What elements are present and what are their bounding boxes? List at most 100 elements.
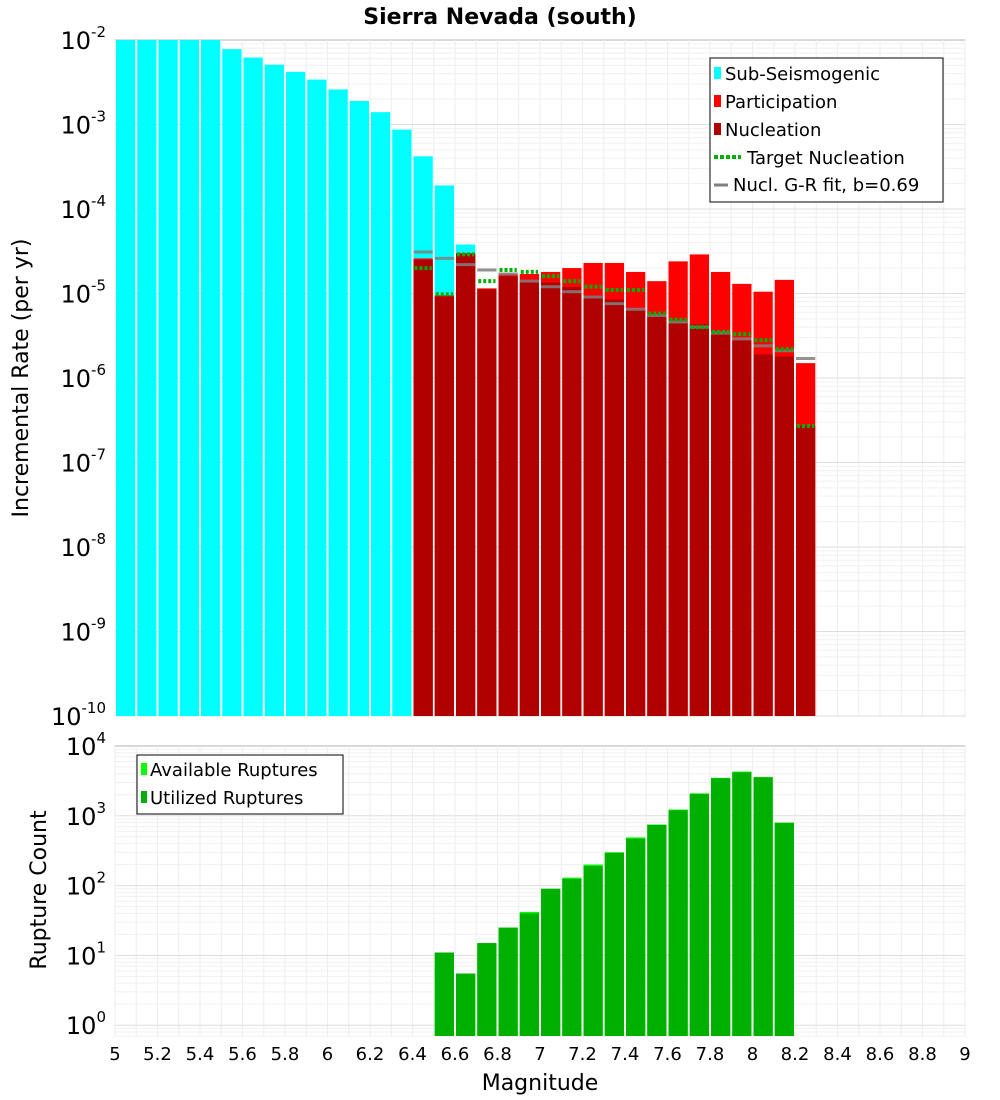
nucleation-bar	[519, 281, 539, 716]
nucleation-bar	[774, 356, 794, 716]
sub-seismogenic-bar	[264, 64, 284, 716]
count-y-ticks: 104 103 102 101 100	[66, 729, 106, 1040]
x-tick-label: 7.2	[568, 1044, 597, 1065]
x-tick-label: 8.6	[866, 1044, 895, 1065]
nucleation-bar	[456, 254, 476, 716]
y-tick-label: 10-4	[60, 192, 106, 224]
x-tick-label: 5.4	[186, 1044, 215, 1065]
utilized-ruptures-bar	[562, 878, 582, 1036]
y-tick-label: 10-6	[60, 361, 106, 393]
legend-label-nucleation: Nucleation	[725, 120, 821, 141]
nucleation-bar	[413, 259, 433, 716]
legend-label-available: Available Ruptures	[150, 760, 318, 781]
nucleation-bar	[626, 309, 646, 716]
nucleation-bar	[583, 295, 603, 716]
utilized-ruptures-bar	[689, 794, 709, 1036]
legend-label-utilized: Utilized Ruptures	[150, 788, 303, 809]
x-tick-label: 8	[747, 1044, 758, 1065]
chart-title: Sierra Nevada (south)	[363, 5, 636, 30]
utilized-ruptures-bar	[434, 952, 454, 1036]
x-tick-label: 9	[959, 1044, 970, 1065]
x-tick-label: 7.6	[653, 1044, 682, 1065]
utilized-ruptures-bar	[647, 824, 667, 1036]
count-y-axis-label: Rupture Count	[27, 810, 52, 970]
sub-seismogenic-bar	[116, 40, 136, 716]
y-tick-label: 100	[66, 1008, 106, 1040]
y-tick-label: 104	[66, 729, 106, 761]
x-tick-label: 8.2	[781, 1044, 810, 1065]
legend-label-gr-fit: Nucl. G-R fit, b=0.69	[733, 175, 919, 196]
utilized-ruptures-bar	[519, 913, 539, 1036]
sub-seismogenic-bar	[158, 40, 178, 716]
legend-swatch-available	[141, 763, 147, 775]
utilized-ruptures-bar	[498, 927, 518, 1036]
rate-y-ticks: 10-2 10-3 10-4 10-5 10-6 10-7 10-8 10-9 10-10	[51, 23, 106, 731]
legend-swatch-nucleation	[714, 123, 721, 135]
nucleation-bar	[689, 324, 709, 716]
rate-y-axis-label: Incremental Rate (per yr)	[9, 239, 34, 518]
legend-swatch-utilized	[141, 791, 147, 803]
legend-label-participation: Participation	[725, 92, 837, 113]
utilized-ruptures-bar	[732, 772, 752, 1036]
y-tick-label: 10-8	[60, 530, 106, 562]
rate-bars	[116, 40, 816, 717]
utilized-ruptures-bar	[711, 778, 731, 1036]
utilized-ruptures-bar	[604, 852, 624, 1036]
y-tick-label: 10-2	[60, 23, 106, 55]
rate-legend-box	[709, 57, 944, 203]
legend-swatch-participation	[714, 95, 721, 107]
x-ticks: 5 5.2 5.4 5.6 5.8 6 6.2 6.4 6.6 6.8 7 7.2 7.4 7.6 7.8 8…	[109, 1044, 970, 1065]
sub-seismogenic-bar	[328, 89, 348, 716]
nucleation-bar	[711, 332, 731, 716]
legend-label-target-nucleation: Target Nucleation	[746, 148, 905, 169]
x-tick-label: 6	[322, 1044, 333, 1065]
legend-label-sub-seismogenic: Sub-Seismogenic	[725, 64, 880, 85]
y-tick-label: 103	[66, 799, 106, 831]
y-tick-label: 10-9	[60, 615, 106, 647]
nucleation-bar	[434, 296, 454, 716]
rate-legend: Sub-Seismogenic Participation Nucleation…	[709, 57, 944, 203]
nucleation-bar	[498, 276, 518, 716]
sub-seismogenic-bar	[392, 129, 412, 717]
sub-seismogenic-bar	[222, 49, 242, 717]
nucleation-bar	[796, 426, 816, 716]
y-tick-label: 10-10	[51, 699, 106, 731]
x-tick-label: 7.8	[696, 1044, 725, 1065]
legend-swatch-sub-seismogenic	[714, 67, 721, 79]
x-tick-label: 5.8	[271, 1044, 300, 1065]
sub-seismogenic-bar	[137, 40, 157, 716]
y-tick-label: 10-3	[60, 108, 106, 140]
sub-seismogenic-bar	[286, 71, 306, 716]
utilized-ruptures-bar	[583, 866, 603, 1036]
sub-seismogenic-bar	[201, 40, 221, 716]
x-tick-label: 6.8	[483, 1044, 512, 1065]
utilized-ruptures-bar	[668, 810, 688, 1036]
count-panel: 104 103 102 101 100 Rupture Count Available …	[27, 729, 966, 1040]
utilized-ruptures-bar	[477, 943, 497, 1036]
x-tick-label: 6.2	[356, 1044, 385, 1065]
count-legend: Available Ruptures Utilized Ruptures	[136, 754, 344, 815]
y-tick-label: 10-5	[60, 277, 106, 309]
nucleation-bar	[647, 315, 667, 716]
utilized-ruptures-bar	[753, 777, 773, 1036]
x-tick-label: 7.4	[611, 1044, 640, 1065]
rate-panel: 10-2 10-3 10-4 10-5 10-6 10-7 10-8 10-9 10-10 In…	[9, 23, 966, 731]
x-tick-label: 6.4	[398, 1044, 427, 1065]
nucleation-bar	[604, 299, 624, 716]
nucleation-bar	[477, 289, 497, 716]
count-grid	[114, 746, 966, 1037]
x-tick-label: 8.8	[908, 1044, 937, 1065]
x-tick-label: 5.2	[143, 1044, 172, 1065]
x-tick-label: 7	[534, 1044, 545, 1065]
nucleation-bar	[562, 286, 582, 716]
nucleation-bar	[732, 340, 752, 716]
utilized-ruptures-bar	[626, 838, 646, 1036]
sub-seismogenic-bar	[371, 112, 391, 717]
sub-seismogenic-bar	[243, 57, 263, 716]
x-tick-label: 5.6	[228, 1044, 257, 1065]
sub-seismogenic-bar	[307, 79, 327, 717]
x-tick-label: 6.6	[441, 1044, 470, 1065]
y-tick-label: 101	[66, 938, 106, 970]
count-bars	[434, 771, 794, 1036]
